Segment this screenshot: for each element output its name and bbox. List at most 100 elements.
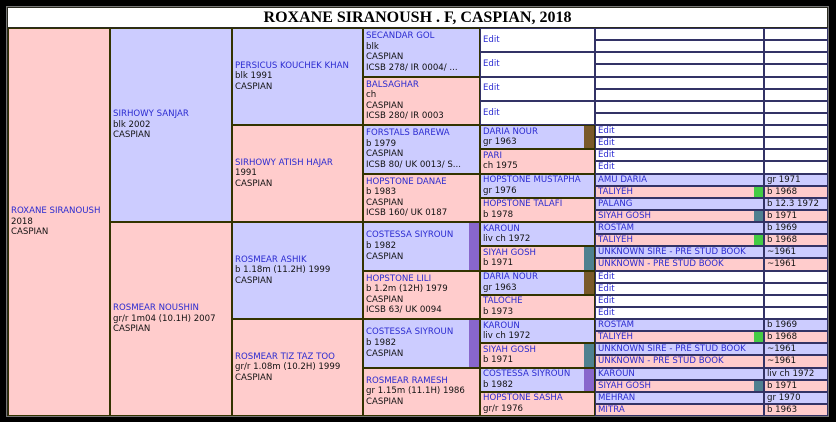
horse-name-link[interactable]: PARI xyxy=(483,150,503,161)
ancestor-cell-gen5: DARIA NOUR gr 1963 xyxy=(480,270,595,295)
horse-name-link[interactable]: TALOCHE xyxy=(483,296,523,307)
horse-detail: b 1983 xyxy=(366,187,397,198)
edit-link[interactable]: Edit xyxy=(598,162,615,173)
edit-link[interactable]: Edit xyxy=(483,59,500,70)
ancestor-cell-gen5[interactable]: Edit xyxy=(480,28,595,53)
ancestor-cell-gen4: BALSAGHAR ch CASPIAN ICSB 280/ IR 0003 xyxy=(363,76,480,125)
horse-name-link[interactable]: AMU DARIA xyxy=(598,174,648,185)
ancestor-cell-gen6: ROSTAM xyxy=(595,222,764,235)
horse-name-link[interactable]: SIYAH GOSH xyxy=(483,247,536,258)
ancestor-cell-gen6[interactable]: Edit xyxy=(595,161,764,174)
horse-name-link[interactable]: ROSTAM xyxy=(598,320,635,331)
horse-date: b 1963 xyxy=(767,404,798,415)
horse-detail: b 1971 xyxy=(483,258,514,269)
horse-detail: ch 1975 xyxy=(483,161,518,172)
edit-link[interactable]: Edit xyxy=(598,150,615,161)
ancestor-cell-gen6[interactable]: Edit xyxy=(595,306,764,319)
horse-date: ~1961 xyxy=(767,356,797,367)
horse-name-link[interactable]: ROSMEAR ASHIK xyxy=(235,254,307,265)
horse-detail: gr 1.15m (11.1H) 1986 xyxy=(366,386,465,397)
horse-name-link[interactable]: ROXANE SIRANOUSH xyxy=(11,206,101,217)
edit-link[interactable]: Edit xyxy=(483,34,500,45)
horse-name-link[interactable]: MITRA xyxy=(598,404,625,415)
ancestor-cell-gen4: ROSMEAR RAMESH gr 1.15m (11.1H) 1986 CASPI… xyxy=(363,367,480,416)
edit-link[interactable]: Edit xyxy=(598,283,615,294)
edit-link[interactable]: Edit xyxy=(598,295,615,306)
horse-detail: CASPIAN xyxy=(366,197,404,208)
horse-detail: CASPIAN xyxy=(235,178,273,189)
horse-name-link[interactable]: ROSMEAR RAMESH xyxy=(366,375,448,386)
ancestor-date-gen6: b 12.3 1972 xyxy=(764,197,828,210)
horse-name-link[interactable]: COSTESSA SIYROUN xyxy=(366,230,454,241)
horse-name-link[interactable]: HOPSTONE TALAFI xyxy=(483,199,563,210)
horse-name-link[interactable]: HOPSTONE SASHA xyxy=(483,393,563,404)
horse-date: b 1969 xyxy=(767,320,798,331)
horse-name-link[interactable]: PERSICUS KOUCHEK KHAN xyxy=(235,60,349,71)
duplicate-marker xyxy=(754,210,763,221)
ancestor-cell-gen5[interactable]: Edit xyxy=(480,100,595,125)
horse-name-link[interactable]: DARIA NOUR xyxy=(483,126,538,137)
horse-name-link[interactable]: PALANG xyxy=(598,198,633,209)
horse-name-link[interactable]: UNKNOWN SIRE - PRE STUD BOOK xyxy=(598,247,746,258)
horse-name-link[interactable]: FORSTALS BAREWA xyxy=(366,128,450,139)
horse-detail: gr 1963 xyxy=(483,137,517,148)
horse-name-link[interactable]: COSTESSA SIYROUN xyxy=(483,369,571,380)
horse-detail: b 1982 xyxy=(366,240,397,251)
horse-date: b 1968 xyxy=(767,332,798,343)
horse-name-link[interactable]: ROSMEAR NOUSHIN xyxy=(113,303,199,314)
horse-name-link[interactable]: UNKNOWN - PRE STUD BOOK xyxy=(598,356,724,367)
horse-name-link[interactable]: UNKNOWN - PRE STUD BOOK xyxy=(598,259,724,270)
edit-link[interactable]: Edit xyxy=(598,307,615,318)
horse-name-link[interactable]: SIYAH GOSH xyxy=(598,210,651,221)
horse-detail: b 1971 xyxy=(483,355,514,366)
horse-detail: blk 1991 xyxy=(235,71,273,82)
horse-name-link[interactable]: TALIYEH xyxy=(598,186,633,197)
horse-name-link[interactable]: MEHRAN xyxy=(598,392,636,403)
horse-date: b 12.3 1972 xyxy=(767,198,819,209)
horse-name-link[interactable]: ROSTAM xyxy=(598,223,635,234)
ancestor-cell-gen6: AMU DARIA xyxy=(595,173,764,186)
horse-name-link[interactable]: TALIYEH xyxy=(598,332,633,343)
horse-name-link[interactable]: HOPSTONE LILI xyxy=(366,273,432,284)
ancestor-cell-gen6[interactable]: Edit xyxy=(595,125,764,138)
ancestor-cell-gen6[interactable]: Edit xyxy=(595,137,764,150)
duplicate-marker xyxy=(754,235,763,246)
edit-link[interactable]: Edit xyxy=(598,271,615,282)
horse-name-link[interactable]: UNKNOWN SIRE - PRE STUD BOOK xyxy=(598,344,746,355)
ancestor-cell-gen6: TALIYEH xyxy=(595,234,764,247)
ancestor-cell-gen4: SECANDAR GOL blk CASPIAN ICSB 278/ IR 0004/… xyxy=(363,28,480,77)
horse-name-link[interactable]: KAROUN xyxy=(483,320,520,331)
ancestor-cell-gen6: SIYAH GOSH xyxy=(595,379,764,392)
horse-name-link[interactable]: COSTESSA SIYROUN xyxy=(366,327,454,338)
horse-name-link[interactable]: DARIA NOUR xyxy=(483,272,538,283)
ancestor-cell-gen6[interactable]: Edit xyxy=(595,149,764,162)
ancestor-cell-gen6 xyxy=(595,76,764,89)
edit-link[interactable]: Edit xyxy=(483,83,500,94)
horse-name-link[interactable]: SIYAH GOSH xyxy=(483,344,536,355)
horse-name-link[interactable]: TALIYEH xyxy=(598,235,633,246)
ancestor-cell-gen6[interactable]: Edit xyxy=(595,282,764,295)
horse-name-link[interactable]: BALSAGHAR xyxy=(366,79,419,90)
ancestor-cell-gen5[interactable]: Edit xyxy=(480,76,595,101)
ancestor-cell-gen6[interactable]: Edit xyxy=(595,270,764,283)
ancestor-cell-gen6[interactable]: Edit xyxy=(595,294,764,307)
horse-name-link[interactable]: SECANDAR GOL xyxy=(366,31,435,42)
horse-name-link[interactable]: HOPSTONE MUSTAPHA xyxy=(483,175,581,186)
horse-name-link[interactable]: ROSMEAR TIZ TAZ TOO xyxy=(235,351,335,362)
edit-link[interactable]: Edit xyxy=(483,107,500,118)
horse-date: b 1969 xyxy=(767,223,798,234)
horse-name-link[interactable]: KAROUN xyxy=(598,368,635,379)
ancestor-date-gen6 xyxy=(764,161,828,174)
horse-date: ~1961 xyxy=(767,247,797,258)
horse-name-link[interactable]: SIRHOWY ATISH HAJAR xyxy=(235,157,333,168)
horse-name-link[interactable]: HOPSTONE DANAE xyxy=(366,176,447,187)
ancestor-cell-gen5[interactable]: Edit xyxy=(480,52,595,77)
horse-name-link[interactable]: SIYAH GOSH xyxy=(598,380,651,391)
horse-name-link[interactable]: SIRHOWY SANJAR xyxy=(113,109,189,120)
horse-name-link[interactable]: KAROUN xyxy=(483,223,520,234)
duplicate-marker xyxy=(469,223,479,270)
ancestor-cell-gen5: KAROUN liv ch 1972 xyxy=(480,222,595,247)
edit-link[interactable]: Edit xyxy=(598,138,615,149)
edit-link[interactable]: Edit xyxy=(598,126,615,137)
ancestor-cell-gen6: UNKNOWN - PRE STUD BOOK xyxy=(595,355,764,368)
